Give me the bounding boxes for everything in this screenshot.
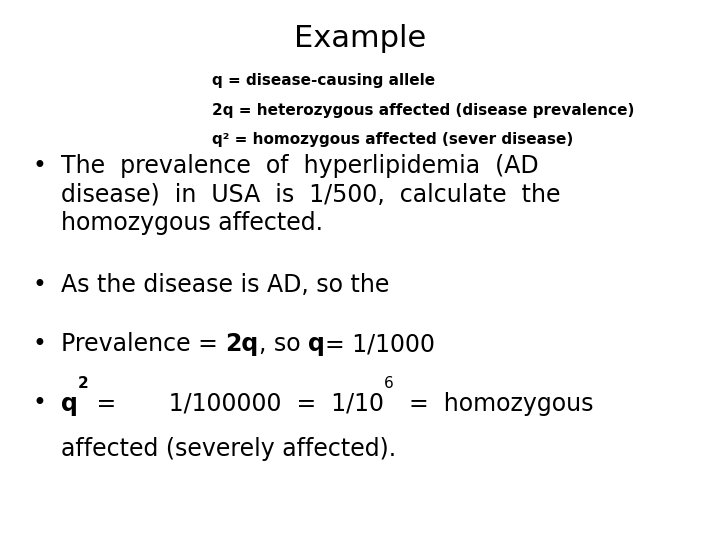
Text: 2q: 2q bbox=[225, 332, 258, 356]
Text: 2q = heterozygous affected (disease prevalence): 2q = heterozygous affected (disease prev… bbox=[212, 103, 635, 118]
Text: , so: , so bbox=[258, 332, 308, 356]
Text: q² = homozygous affected (sever disease): q² = homozygous affected (sever disease) bbox=[212, 132, 574, 147]
Text: Prevalence =: Prevalence = bbox=[61, 332, 225, 356]
Text: As the disease is AD, so the: As the disease is AD, so the bbox=[61, 273, 390, 296]
Text: •: • bbox=[32, 154, 46, 178]
Text: q: q bbox=[61, 392, 78, 415]
Text: The  prevalence  of  hyperlipidemia  (AD
disease)  in  USA  is  1/500,  calculat: The prevalence of hyperlipidemia (AD dis… bbox=[61, 154, 561, 235]
Text: =       1/100000  =  1/10: = 1/100000 = 1/10 bbox=[89, 392, 384, 415]
Text: = 1/1000: = 1/1000 bbox=[325, 332, 435, 356]
Text: Example: Example bbox=[294, 24, 426, 53]
Text: •: • bbox=[32, 273, 46, 296]
Text: affected (severely affected).: affected (severely affected). bbox=[61, 437, 396, 461]
Text: •: • bbox=[32, 332, 46, 356]
Text: q = disease-causing allele: q = disease-causing allele bbox=[212, 73, 436, 88]
Text: 6: 6 bbox=[384, 376, 394, 392]
Text: =  homozygous: = homozygous bbox=[394, 392, 593, 415]
Text: q: q bbox=[308, 332, 325, 356]
Text: 2: 2 bbox=[78, 376, 89, 392]
Text: •: • bbox=[32, 392, 46, 415]
